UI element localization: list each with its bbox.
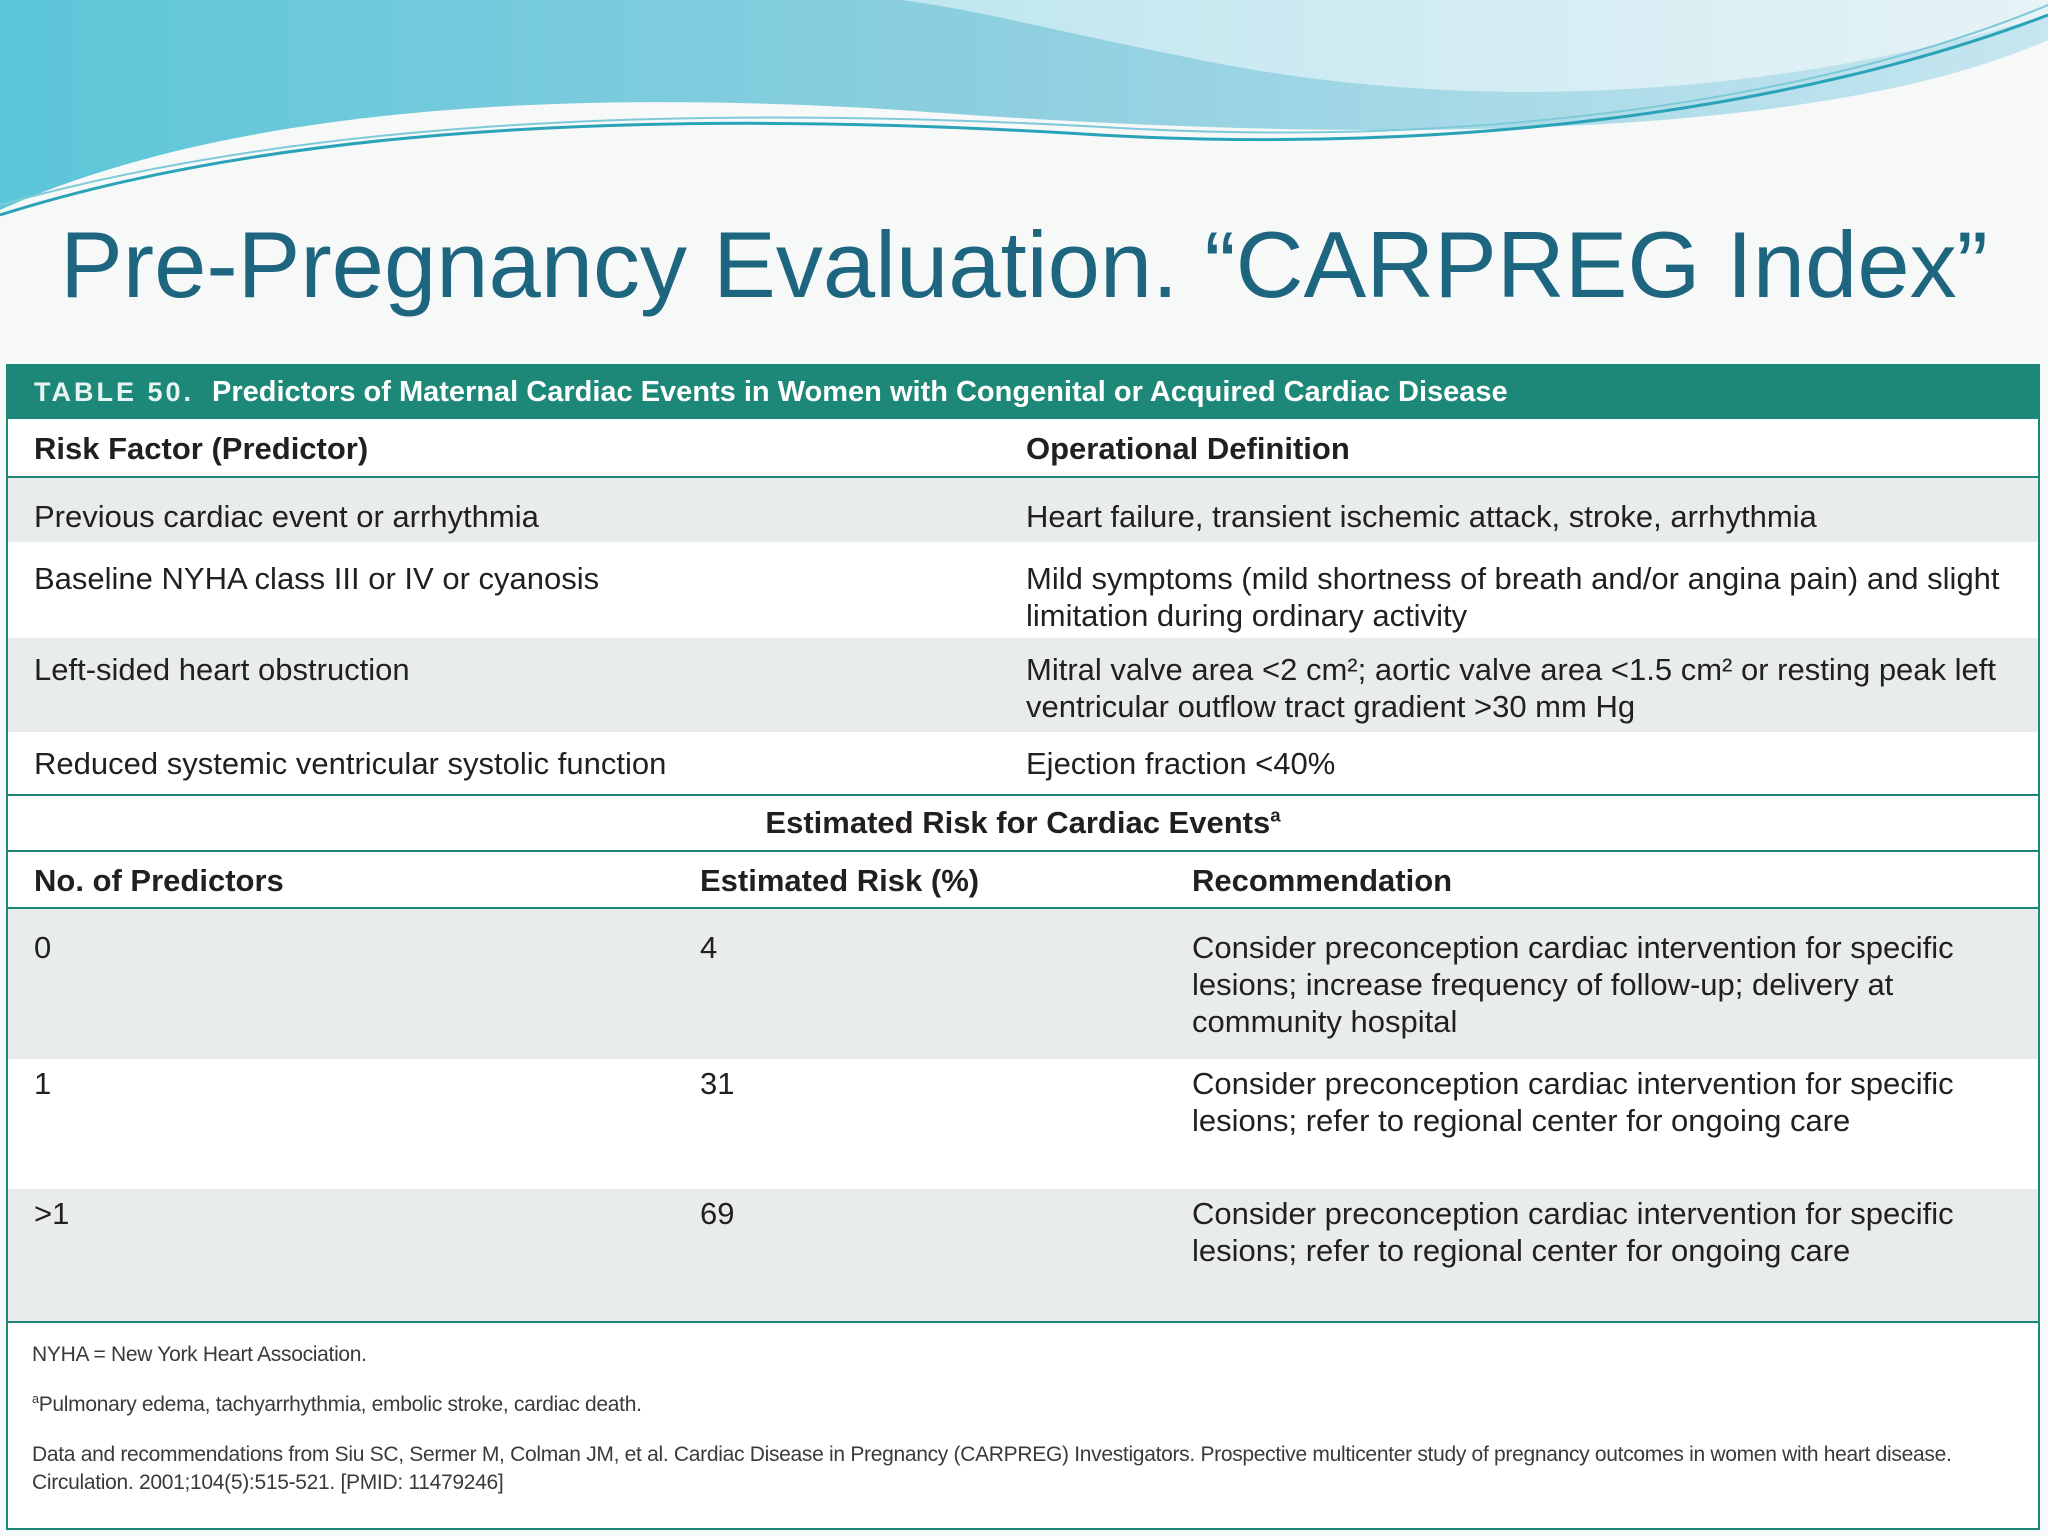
estimated-risk-title: Estimated Risk for Cardiac Eventsa bbox=[8, 796, 2038, 852]
predictor-factor: Reduced systemic ventricular systolic fu… bbox=[34, 746, 667, 781]
footnote-a-text: Pulmonary edema, tachyarrhythmia, emboli… bbox=[38, 1393, 642, 1416]
risk-row: 0 4 Consider preconception cardiac inter… bbox=[8, 909, 2038, 1059]
risk-recommendation: Consider preconception cardiac intervent… bbox=[1192, 1066, 1954, 1138]
predictor-row: Baseline NYHA class III or IV or cyanosi… bbox=[8, 542, 2038, 638]
risk-row: 1 31 Consider preconception cardiac inte… bbox=[8, 1059, 2038, 1189]
predictor-factor: Baseline NYHA class III or IV or cyanosi… bbox=[34, 561, 600, 596]
predictor-definition: Mild symptoms (mild shortness of breath … bbox=[1026, 561, 2000, 633]
slide-title: Pre-Pregnancy Evaluation. “CARPREG Index… bbox=[60, 212, 1988, 317]
predictor-definition: Ejection fraction <40% bbox=[1026, 746, 1336, 781]
risk-percent: 31 bbox=[700, 1066, 735, 1101]
risk-recommendation: Consider preconception cardiac intervent… bbox=[1192, 930, 1954, 1039]
header-risk-factor: Risk Factor (Predictor) bbox=[34, 431, 369, 466]
carpreg-table: TABLE 50. Predictors of Maternal Cardiac … bbox=[6, 364, 2040, 1530]
header-operational-definition: Operational Definition bbox=[1026, 431, 1350, 466]
header-estimated-risk: Estimated Risk (%) bbox=[700, 863, 980, 898]
predictor-factor: Left-sided heart obstruction bbox=[34, 652, 410, 687]
risk-recommendation: Consider preconception cardiac intervent… bbox=[1192, 1196, 1954, 1268]
risk-percent: 69 bbox=[700, 1196, 735, 1231]
risk-predictor-count: 1 bbox=[34, 1066, 52, 1101]
predictor-definition: Heart failure, transient ischemic attack… bbox=[1026, 499, 1817, 534]
table-notes: NYHA = New York Heart Association. aPulm… bbox=[8, 1323, 2038, 1497]
predictor-header-row: Risk Factor (Predictor) Operational Defi… bbox=[8, 419, 2038, 478]
risk-predictor-count: >1 bbox=[34, 1196, 70, 1231]
footnote-marker: a bbox=[1270, 804, 1281, 826]
footnote-a: aPulmonary edema, tachyarrhythmia, embol… bbox=[32, 1391, 2038, 1419]
header-recommendation: Recommendation bbox=[1192, 863, 1453, 898]
table-label: TABLE 50. bbox=[34, 377, 195, 407]
source-citation: Data and recommendations from Siu SC, Se… bbox=[32, 1443, 1952, 1494]
abbreviation-note: NYHA = New York Heart Association. bbox=[32, 1343, 367, 1366]
predictor-definition: Mitral valve area <2 cm²; aortic valve a… bbox=[1026, 652, 1997, 724]
predictor-row: Previous cardiac event or arrhythmia Hea… bbox=[8, 478, 2038, 542]
risk-predictor-count: 0 bbox=[34, 930, 52, 965]
table-caption: TABLE 50. Predictors of Maternal Cardiac … bbox=[8, 366, 2038, 419]
estimated-risk-title-text: Estimated Risk for Cardiac Events bbox=[765, 805, 1271, 840]
footnote-a-marker: a bbox=[32, 1392, 39, 1406]
header-wave-decoration bbox=[0, 0, 2048, 217]
predictor-row: Reduced systemic ventricular systolic fu… bbox=[8, 732, 2038, 796]
predictor-row: Left-sided heart obstruction Mitral valv… bbox=[8, 638, 2038, 732]
risk-header-row: No. of Predictors Estimated Risk (%) Rec… bbox=[8, 852, 2038, 909]
risk-row: >1 69 Consider preconception cardiac int… bbox=[8, 1189, 2038, 1323]
predictor-factor: Previous cardiac event or arrhythmia bbox=[34, 499, 539, 534]
risk-percent: 4 bbox=[700, 930, 718, 965]
header-no-of-predictors: No. of Predictors bbox=[34, 863, 284, 898]
table-caption-text: Predictors of Maternal Cardiac Events in… bbox=[212, 376, 1508, 408]
